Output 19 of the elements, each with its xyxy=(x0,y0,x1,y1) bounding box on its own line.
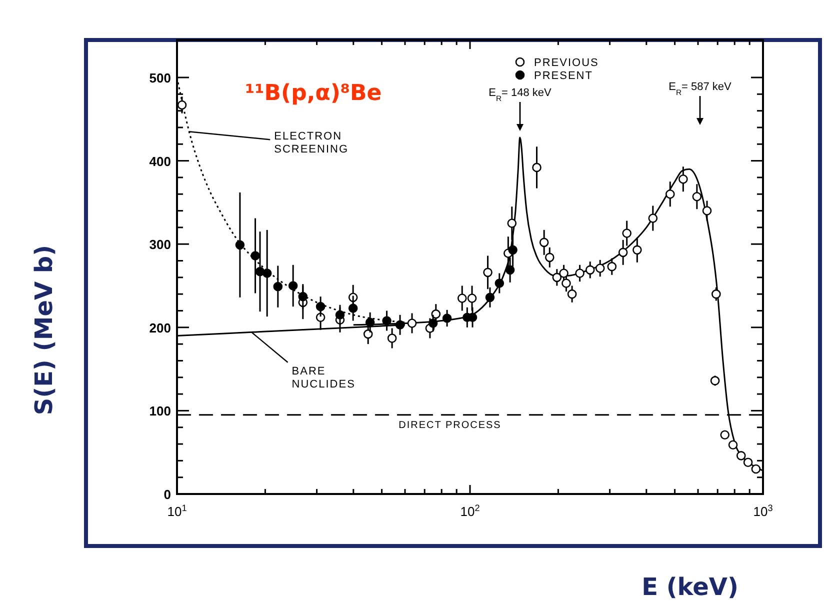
x-axis-title: E (keV) xyxy=(642,573,738,601)
annotation: E$_{R}$= 587 keV xyxy=(668,81,732,96)
annotation: ELECTRON SCREENING xyxy=(274,130,349,156)
text: ¹¹B(p,α)⁸Be xyxy=(245,81,382,106)
x-tick-label: 10$^{2}$ xyxy=(460,503,480,519)
y-tick-label: 200 xyxy=(149,320,171,336)
y-axis-title: S(E) (MeV b) xyxy=(30,244,58,416)
annotation: E$_{R}$= 148 keV xyxy=(488,87,552,102)
y-tick-label: 300 xyxy=(149,237,171,252)
y-tick-label: 100 xyxy=(149,404,171,419)
x-tick-label: 10$^{3}$ xyxy=(753,503,773,519)
legend-label: PRESENT xyxy=(534,70,593,82)
y-tick-label: 500 xyxy=(149,70,171,86)
x-tick-label: 10$^{1}$ xyxy=(167,503,187,519)
legend-label: PREVIOUS xyxy=(534,57,599,69)
annotation: BARE NUCLIDES xyxy=(292,365,356,390)
y-tick-label: 400 xyxy=(149,154,171,169)
y-tick-label: 0 xyxy=(164,487,171,502)
ref-line-label: DIRECT PROCESS xyxy=(398,420,502,431)
